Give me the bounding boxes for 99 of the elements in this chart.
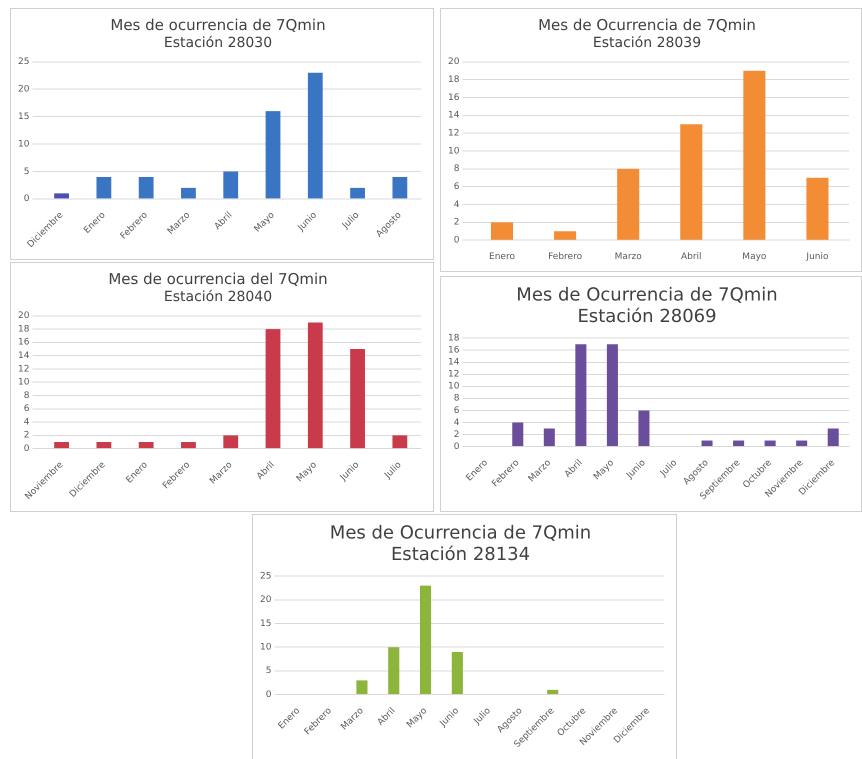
- y-tick-label: 2: [454, 430, 460, 440]
- bar: [680, 124, 702, 240]
- y-tick-label: 0: [24, 444, 30, 454]
- bar: [350, 349, 365, 448]
- y-tick-label: 20: [18, 311, 30, 322]
- bar: [554, 231, 576, 240]
- y-tick-label: 25: [18, 57, 30, 68]
- bar: [350, 188, 365, 198]
- y-tick-label: 14: [18, 350, 30, 361]
- y-tick-label: 10: [18, 378, 30, 388]
- bar: [96, 176, 112, 198]
- bar: [638, 410, 650, 446]
- bar: [828, 428, 839, 446]
- bar: [308, 322, 323, 448]
- chart-title: Mes de ocurrencia de 7Qmin: [110, 16, 326, 34]
- y-tick-label: 12: [448, 370, 460, 380]
- bar: [138, 176, 154, 198]
- bar: [617, 168, 640, 240]
- y-tick-label: 20: [18, 84, 30, 95]
- bar: [796, 440, 808, 446]
- y-tick-label: 0: [454, 442, 460, 452]
- x-tick-label: Marzo: [614, 252, 642, 262]
- bar: [764, 440, 776, 446]
- chart-title: Mes de ocurrencia del 7Qmin: [108, 270, 328, 288]
- y-tick-label: 12: [448, 128, 460, 139]
- y-tick-label: 0: [454, 236, 460, 246]
- bar: [806, 178, 828, 240]
- bar: [452, 652, 463, 694]
- bar: [743, 70, 766, 240]
- bar: [308, 72, 323, 198]
- y-tick-label: 14: [448, 110, 460, 121]
- chart-subtitle: Estación 28030: [164, 35, 272, 52]
- bar: [223, 435, 238, 448]
- y-tick-label: 10: [448, 382, 460, 392]
- y-tick-label: 2: [24, 430, 30, 441]
- x-tick-label: Enero: [489, 252, 516, 262]
- bar: [388, 647, 400, 694]
- chart-subtitle: Estación 28039: [592, 35, 702, 52]
- y-tick-label: 18: [448, 74, 460, 85]
- x-tick-label: Abril: [680, 252, 702, 262]
- y-tick-label: 6: [454, 182, 460, 192]
- y-tick-label: 6: [454, 406, 460, 416]
- y-tick-label: 4: [454, 200, 460, 210]
- y-tick-label: 4: [24, 417, 30, 428]
- x-tick-label: Junio: [805, 252, 829, 262]
- y-tick-label: 16: [18, 338, 30, 348]
- bar: [54, 193, 69, 198]
- y-tick-label: 25: [260, 572, 272, 582]
- y-tick-label: 14: [448, 358, 460, 368]
- y-tick-label: 20: [448, 57, 460, 68]
- bar: [512, 422, 524, 446]
- chart-title: Mes de Ocurrencia de 7Qmin: [538, 16, 756, 34]
- bar: [223, 171, 238, 198]
- bar: [181, 442, 196, 448]
- chart-title: Mes de Ocurrencia de 7Qmin: [330, 522, 592, 544]
- bar: [138, 442, 154, 448]
- chart-subtitle: Estación 28134: [390, 544, 530, 566]
- x-tick-label: Mayo: [742, 252, 767, 262]
- y-tick-label: 8: [454, 394, 460, 404]
- y-tick-label: 8: [454, 164, 460, 174]
- y-tick-label: 15: [260, 618, 272, 629]
- y-tick-label: 6: [24, 404, 30, 414]
- y-tick-label: 2: [454, 218, 460, 228]
- bar: [702, 440, 713, 446]
- bar: [266, 111, 280, 198]
- bar: [181, 188, 196, 198]
- bar: [266, 329, 280, 448]
- y-tick-label: 16: [448, 92, 460, 103]
- bar: [392, 435, 408, 448]
- bar: [544, 428, 555, 446]
- bar: [54, 442, 69, 448]
- y-tick-label: 10: [448, 146, 460, 156]
- y-tick-label: 15: [18, 112, 30, 122]
- bar: [547, 690, 558, 694]
- y-tick-label: 8: [24, 390, 30, 401]
- y-tick-label: 4: [454, 418, 460, 428]
- x-tick-label: Febrero: [548, 252, 583, 262]
- bar: [392, 176, 408, 198]
- y-tick-label: 12: [18, 364, 30, 374]
- bar: [96, 442, 112, 448]
- y-tick-label: 0: [24, 194, 30, 204]
- y-tick-label: 0: [266, 690, 272, 700]
- y-tick-label: 16: [448, 346, 460, 356]
- y-tick-label: 18: [448, 334, 460, 344]
- bar: [420, 586, 432, 694]
- bar: [575, 344, 586, 446]
- chart-subtitle: Estación 28040: [164, 289, 272, 306]
- bar: [733, 440, 744, 446]
- chart-subtitle: Estación 28069: [577, 306, 717, 328]
- y-tick-label: 20: [260, 595, 272, 606]
- y-tick-label: 18: [18, 324, 30, 334]
- y-tick-label: 10: [260, 642, 272, 653]
- chart-title: Mes de Ocurrencia de 7Qmin: [516, 284, 778, 306]
- y-tick-label: 5: [266, 666, 272, 676]
- bar: [606, 344, 618, 446]
- y-tick-label: 10: [18, 139, 30, 150]
- y-tick-label: 5: [24, 166, 30, 177]
- bar: [356, 680, 368, 694]
- bar: [490, 222, 514, 240]
